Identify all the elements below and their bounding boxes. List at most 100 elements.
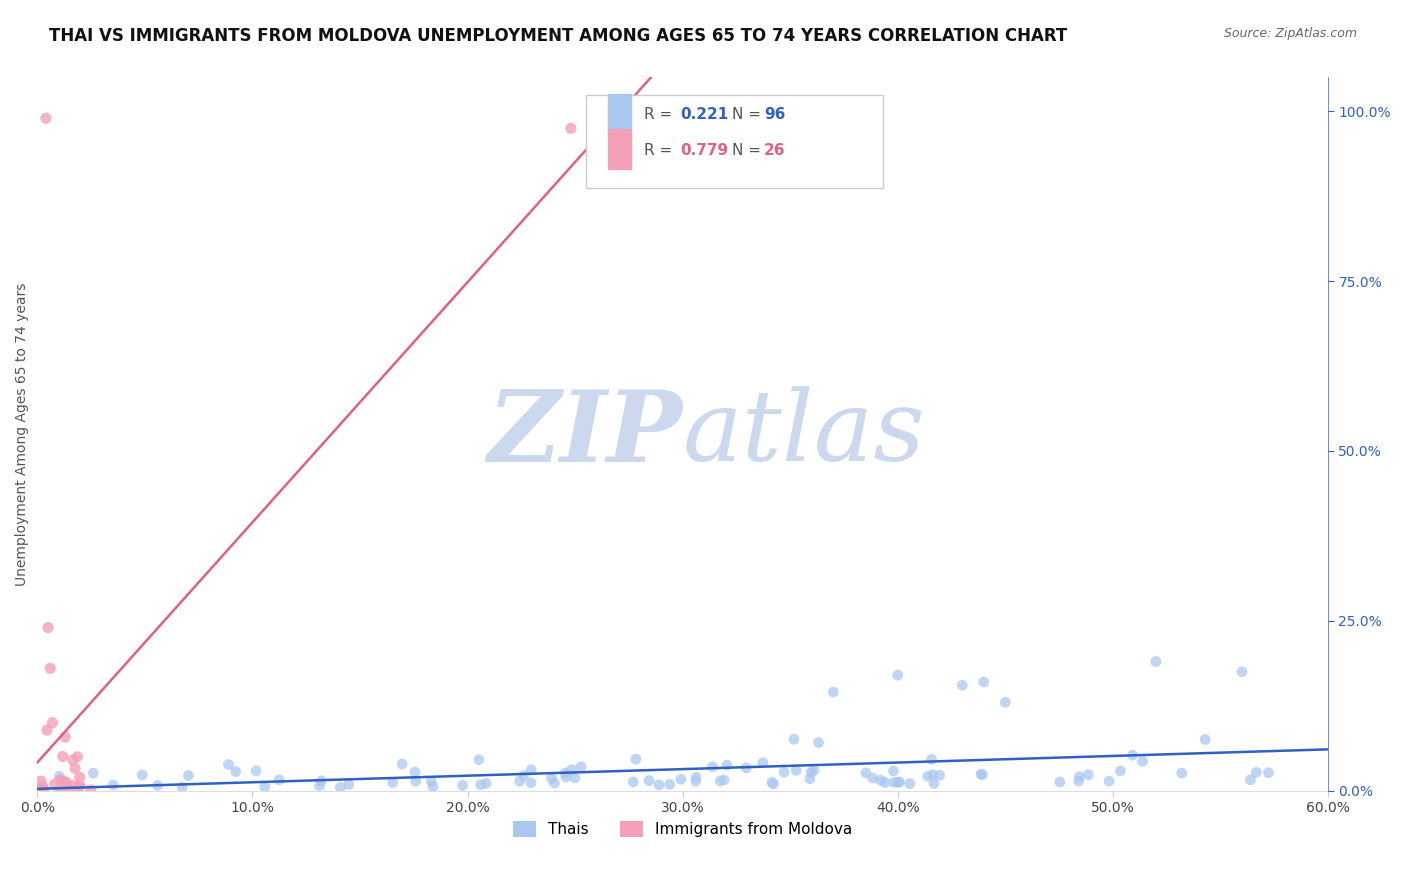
Point	[44, 777, 66, 791]
Point	[921, 768, 943, 782]
Y-axis label: Unemployment Among Ages 65 to 74 years: Unemployment Among Ages 65 to 74 years	[15, 283, 30, 586]
Point	[66, 749, 89, 764]
Text: N =: N =	[731, 107, 765, 122]
Point	[685, 770, 707, 784]
Point	[1069, 769, 1091, 783]
Text: 26: 26	[763, 143, 786, 158]
Point	[131, 768, 153, 782]
Text: 96: 96	[763, 107, 786, 122]
Point	[887, 775, 910, 789]
Point	[887, 668, 910, 682]
Text: N =: N =	[731, 143, 765, 158]
Point	[468, 753, 491, 767]
Point	[735, 761, 758, 775]
Point	[773, 765, 796, 780]
Point	[49, 772, 72, 787]
Point	[63, 761, 86, 775]
Point	[80, 783, 103, 797]
Point	[554, 766, 576, 780]
Point	[713, 772, 735, 787]
Point	[783, 732, 806, 747]
Point	[32, 782, 55, 797]
Point	[28, 783, 51, 797]
Point	[1239, 772, 1261, 787]
Point	[869, 773, 891, 788]
Point	[69, 779, 91, 793]
Point	[709, 773, 731, 788]
Point	[1077, 768, 1099, 782]
Point	[69, 770, 91, 784]
Point	[177, 768, 200, 782]
Point	[638, 773, 661, 788]
Point	[1098, 774, 1121, 789]
Point	[928, 768, 950, 782]
Point	[35, 723, 58, 738]
Point	[889, 775, 911, 789]
Point	[564, 771, 586, 785]
Point	[172, 780, 194, 794]
Point	[422, 780, 444, 794]
Point	[922, 776, 945, 790]
Text: R =: R =	[644, 107, 678, 122]
Point	[716, 758, 738, 772]
Point	[873, 775, 896, 789]
Point	[308, 779, 330, 793]
Point	[569, 759, 592, 773]
Point	[146, 779, 169, 793]
Point	[512, 769, 534, 783]
Point	[67, 780, 90, 794]
FancyBboxPatch shape	[607, 94, 631, 133]
Point	[540, 772, 562, 786]
Point	[560, 763, 582, 777]
Point	[554, 770, 576, 784]
Point	[218, 757, 240, 772]
Point	[785, 764, 807, 778]
Point	[803, 764, 825, 778]
Point	[404, 765, 426, 780]
Point	[30, 774, 52, 789]
Point	[970, 767, 993, 781]
Point	[921, 752, 943, 766]
Point	[329, 780, 352, 795]
Point	[862, 771, 884, 785]
Point	[624, 752, 647, 766]
Point	[543, 776, 565, 790]
Point	[994, 695, 1017, 709]
FancyBboxPatch shape	[607, 129, 631, 169]
Point	[520, 776, 543, 790]
Point	[39, 661, 62, 675]
Point	[470, 778, 492, 792]
Point	[685, 774, 707, 789]
Point	[82, 766, 104, 780]
Point	[35, 112, 58, 126]
Point	[520, 763, 543, 777]
Text: 0.779: 0.779	[681, 143, 728, 158]
Point	[381, 775, 404, 789]
Point	[883, 764, 905, 778]
Point	[420, 774, 443, 789]
Point	[917, 769, 939, 783]
Point	[799, 772, 821, 786]
Point	[48, 783, 70, 797]
Point	[1194, 732, 1216, 747]
Point	[451, 778, 474, 792]
Point	[973, 674, 995, 689]
Point	[37, 621, 59, 635]
Point	[52, 749, 75, 764]
Point	[31, 780, 53, 794]
Point	[41, 715, 63, 730]
Point	[48, 769, 70, 783]
Point	[475, 776, 498, 790]
Point	[950, 678, 973, 692]
Point	[1067, 774, 1090, 789]
Point	[509, 774, 531, 789]
Point	[883, 775, 905, 789]
Point	[225, 764, 247, 779]
Point	[1109, 764, 1132, 778]
Point	[752, 756, 775, 770]
Point	[311, 773, 333, 788]
Point	[245, 764, 267, 778]
Point	[898, 776, 921, 790]
Point	[669, 772, 692, 787]
Point	[762, 777, 785, 791]
